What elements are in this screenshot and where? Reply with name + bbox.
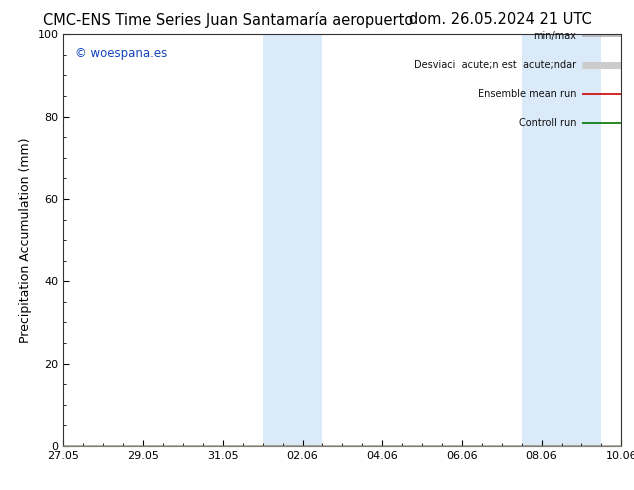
Bar bbox=[522, 34, 602, 446]
Text: Ensemble mean run: Ensemble mean run bbox=[477, 89, 576, 99]
Text: © woespana.es: © woespana.es bbox=[75, 47, 167, 60]
Text: min/max: min/max bbox=[533, 31, 576, 41]
Text: Controll run: Controll run bbox=[519, 118, 576, 128]
Text: dom. 26.05.2024 21 UTC: dom. 26.05.2024 21 UTC bbox=[410, 12, 592, 27]
Bar bbox=[262, 34, 323, 446]
Text: Desviaci  acute;n est  acute;ndar: Desviaci acute;n est acute;ndar bbox=[414, 60, 576, 70]
Y-axis label: Precipitation Accumulation (mm): Precipitation Accumulation (mm) bbox=[19, 137, 32, 343]
Text: CMC-ENS Time Series Juan Santamaría aeropuerto: CMC-ENS Time Series Juan Santamaría aero… bbox=[43, 12, 413, 28]
